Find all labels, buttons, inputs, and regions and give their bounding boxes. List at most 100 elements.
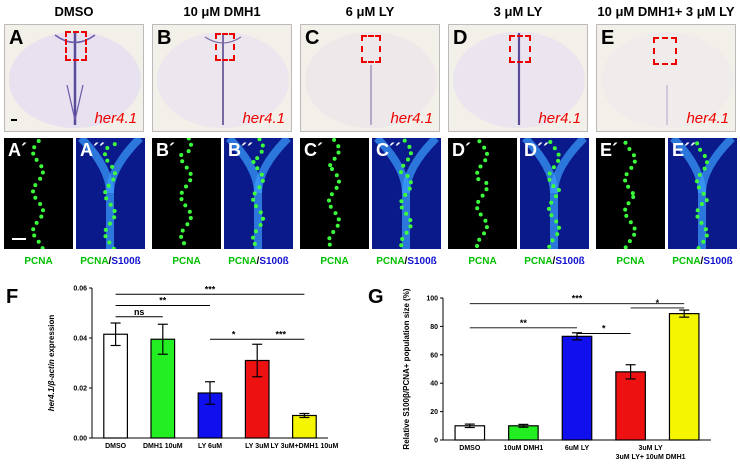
panel-label: A´ [8,140,27,160]
y-tick-label: 40 [430,381,438,388]
x-category-label: DMSO [105,443,127,450]
stain-caption: PCNA/S100ß [520,256,589,267]
x-category-label: 3uM LY+ 10uM DMH1 [616,454,686,461]
x-category-label: DMSO [459,445,481,452]
x-category-label: LY 3uM [245,443,269,450]
gene-label: her4.1 [390,110,433,127]
stain-caption: PCNA [448,256,517,267]
fluorescence-image [623,140,637,249]
panel-label: E´´ [672,140,696,160]
caption-separator: / [700,256,704,267]
x-category-label: 6uM LY [565,445,590,452]
pcna-fluorescence-panel: D´ [448,138,517,249]
scale-bar [11,119,17,121]
fluorescence-image [475,139,489,248]
significance-label-3: * [232,329,236,339]
stain-caption: PCNA/S100ß [76,256,145,267]
y-tick-label: 0 [434,438,438,445]
stain-caption: PCNA [596,256,665,267]
significance-label-4: *** [276,329,287,339]
bar-2 [561,335,593,441]
brain-section-image [601,32,733,128]
y-axis-title: Relative S100β/PCNA+ population size (%) [402,288,411,449]
region-box [509,35,531,63]
caption-s100b: S100ß [555,256,585,267]
brain-section-image [305,32,437,128]
panel-label: E [601,27,615,49]
panel-label: C´ [304,140,323,160]
stain-caption: PCNA/S100ß [372,256,441,267]
fluorescence-image [76,138,145,249]
panel-label-f: F [6,286,19,308]
bar-4 [668,313,700,441]
merged-fluorescence-panel: C´´ [372,138,441,249]
caption-pcna: PCNA [672,256,701,267]
pcna-fluorescence-panel: A´ [4,138,73,249]
caption-s100b: S100ß [407,256,437,267]
column-title-ly6: 6 μM LY [345,4,395,19]
insitu-panel-e: E her4.1 [596,24,736,132]
x-category-label: DMH1 10uM [143,443,183,450]
bar-4 [292,414,317,439]
region-box [361,35,381,63]
caption-pcna: PCNA [616,256,645,267]
insitu-panel-c: C her4.1 [300,24,440,132]
pcna-fluorescence-panel: B´ [152,138,221,249]
y-tick-label: 0.02 [73,386,87,393]
y-tick-label: 100 [426,296,438,303]
significance-label-2: * [602,324,606,334]
y-tick-label: 0.06 [73,286,87,293]
stain-caption: PCNA [300,256,369,267]
caption-s100b: S100ß [111,256,141,267]
chart-f: her4.1/β-actin expression 0.00 0.02 0.04 0.0… [47,284,339,450]
significance-label-0: ns [134,307,145,317]
caption-pcna: PCNA [172,256,201,267]
insitu-panel-d: D her4.1 [448,24,588,132]
insitu-panel-a: A her4.1 [4,24,144,132]
caption-separator: / [552,256,556,267]
x-category-label: LY 6uM [198,443,222,450]
merged-fluorescence-panel: A´´ [76,138,145,249]
merged-fluorescence-panel: E´´ [668,138,737,249]
bar-1 [508,425,539,441]
merged-fluorescence-panel: B´´ [224,138,293,249]
panel-label: C [305,27,320,49]
stain-caption: PCNA [4,256,73,267]
significance-label-0: *** [572,294,583,304]
significance-label-3: * [656,298,660,308]
stain-caption: PCNA/S100ß [668,256,737,267]
brain-section-image [453,32,585,128]
panel-label: D´´ [524,140,549,160]
column-title-dmso: DMSO [54,4,94,19]
y-tick-label: 0.04 [73,336,87,343]
region-box [215,33,235,61]
fluorescence-image [327,138,341,247]
y-tick-label: 20 [430,409,438,416]
caption-pcna: PCNA [24,256,53,267]
stain-caption: PCNA [152,256,221,267]
caption-pcna: PCNA [320,256,349,267]
panel-label: E´ [600,140,618,160]
panel-label: D [453,27,468,49]
x-category-label: 3uM LY [638,445,663,452]
brain-section-image [9,32,141,128]
scale-bar [12,238,26,240]
gene-label: her4.1 [686,110,729,127]
y-axis-title-italic: her4.1/β-actin [47,359,56,411]
gene-label: her4.1 [242,110,285,127]
panel-label: C´´ [376,140,401,160]
panel-label: D´ [452,140,471,160]
column-title-dmh1: 10 μM DMH1 [183,4,261,19]
caption-pcna: PCNA [376,256,405,267]
gene-label: her4.1 [538,110,581,127]
panel-label: A´´ [80,140,105,160]
caption-separator: / [404,256,408,267]
gene-label: her4.1 [94,110,137,127]
panel-label: A [9,27,24,49]
fluorescence-image [372,138,441,249]
chart-g: Relative S100β/PCNA+ population size (%)… [402,288,711,461]
caption-separator: / [108,256,112,267]
caption-separator: / [256,256,260,267]
panel-label: B [157,27,172,49]
y-axis-title: her4.1/β-actin expression [47,315,56,412]
